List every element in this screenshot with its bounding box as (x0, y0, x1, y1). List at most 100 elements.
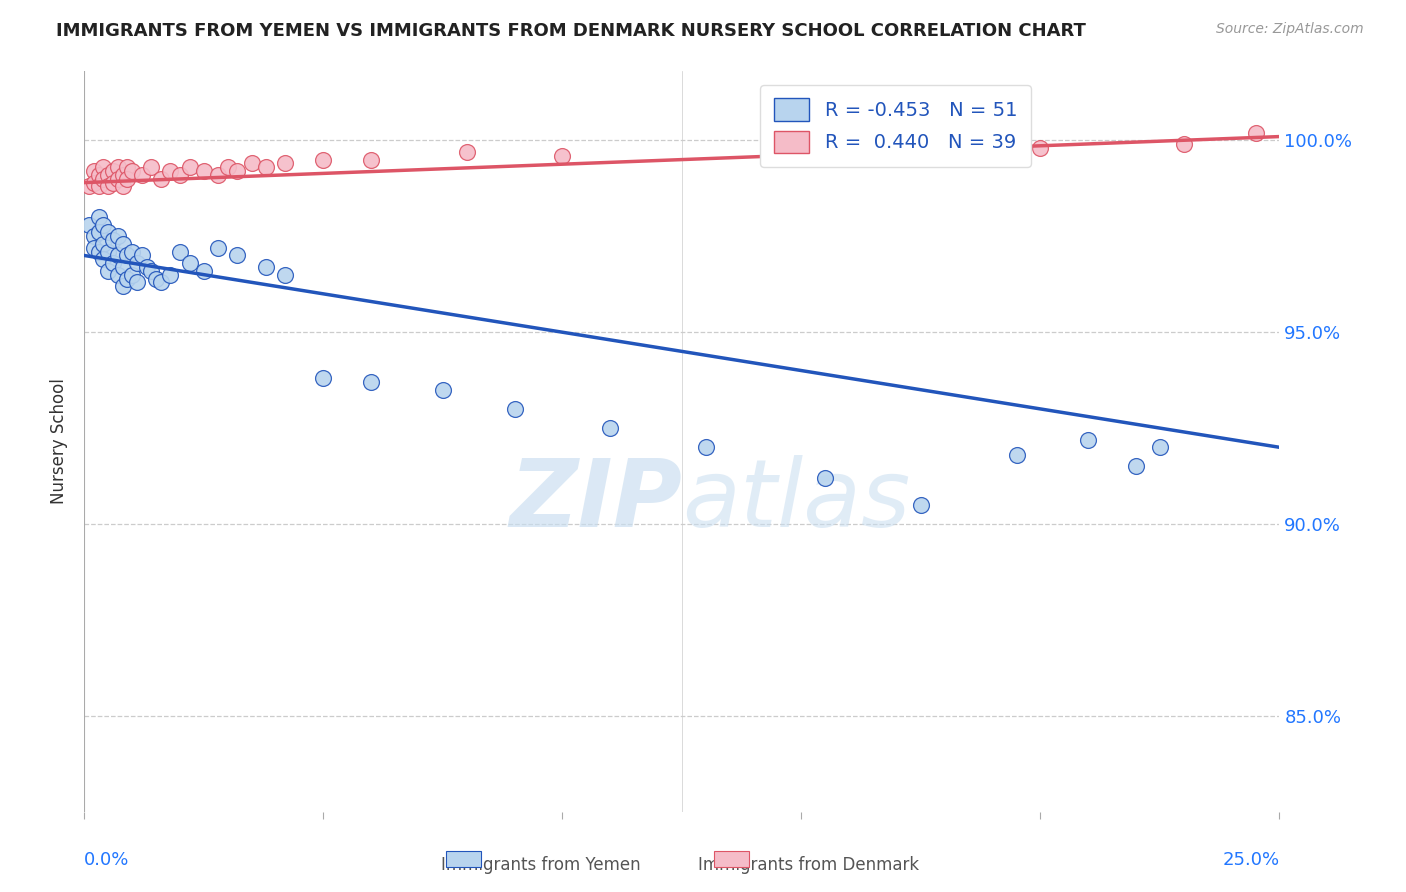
Point (125, 256, 148, 270)
Point (101, 176, 124, 190)
Point (93, 161, 115, 175)
Point (117, 248, 139, 262)
Point (1125, 459, 1147, 474)
Point (360, 153, 382, 167)
Text: ZIP: ZIP (509, 455, 682, 547)
Point (217, 161, 239, 175)
Point (97, 264, 120, 278)
Point (111, 179, 134, 194)
Point (551, 149, 574, 163)
Point (97, 244, 120, 259)
Point (254, 260, 277, 274)
Point (149, 171, 172, 186)
Point (1077, 433, 1099, 447)
Point (97, 226, 120, 240)
Point (117, 171, 139, 186)
Point (111, 260, 134, 274)
Point (93, 218, 115, 232)
Point (111, 279, 134, 293)
Text: 0.0%: 0.0% (84, 851, 129, 869)
Point (101, 256, 124, 270)
Point (117, 161, 139, 175)
Point (141, 264, 163, 278)
Point (1173, 137, 1195, 152)
Point (107, 248, 129, 262)
Point (141, 161, 163, 175)
Point (87, 168, 110, 182)
Point (179, 256, 201, 270)
Point (83, 176, 105, 190)
Point (77, 179, 100, 194)
Point (1029, 141, 1052, 155)
Point (274, 268, 297, 282)
Legend: R = -0.453   N = 51, R =  0.440   N = 39: R = -0.453 N = 51, R = 0.440 N = 39 (761, 85, 1031, 167)
Point (145, 271, 167, 285)
Text: Immigrants from Denmark: Immigrants from Denmark (697, 856, 920, 874)
Point (97, 179, 120, 194)
Y-axis label: Nursery School: Nursery School (51, 378, 69, 505)
Point (77, 218, 100, 232)
Point (121, 164, 143, 178)
Point (121, 268, 143, 282)
Point (179, 161, 201, 175)
Point (910, 498, 932, 512)
Point (599, 421, 621, 435)
Point (159, 268, 181, 282)
Point (93, 237, 115, 252)
Point (790, 145, 813, 159)
Point (111, 168, 134, 182)
Point (87, 210, 110, 224)
Point (87, 244, 110, 259)
Point (93, 171, 115, 186)
Point (107, 161, 129, 175)
Point (1244, 126, 1267, 140)
Point (226, 248, 249, 262)
Point (456, 145, 478, 159)
Point (226, 164, 249, 178)
Point (193, 164, 215, 178)
Point (169, 244, 191, 259)
Text: IMMIGRANTS FROM YEMEN VS IMMIGRANTS FROM DENMARK NURSERY SCHOOL CORRELATION CHAR: IMMIGRANTS FROM YEMEN VS IMMIGRANTS FROM… (56, 22, 1085, 40)
Point (149, 276, 172, 290)
Point (312, 371, 335, 385)
Point (1149, 440, 1171, 454)
Point (135, 260, 157, 274)
Point (360, 375, 382, 389)
Point (207, 241, 229, 255)
Text: Source: ZipAtlas.com: Source: ZipAtlas.com (1216, 22, 1364, 37)
Point (1005, 448, 1028, 462)
Point (207, 168, 229, 182)
Point (117, 271, 139, 285)
Point (101, 164, 124, 178)
Point (107, 229, 129, 244)
Point (131, 168, 153, 182)
Point (107, 268, 129, 282)
Point (111, 237, 134, 252)
Point (159, 164, 181, 178)
Point (169, 168, 191, 182)
Point (432, 383, 454, 397)
Point (97, 168, 120, 182)
Point (125, 276, 148, 290)
Point (503, 401, 526, 416)
Point (87, 226, 110, 240)
Point (83, 241, 105, 255)
Point (695, 440, 717, 454)
Point (83, 229, 105, 244)
Point (93, 252, 115, 267)
Point (274, 156, 297, 170)
Point (814, 471, 837, 485)
Text: atlas: atlas (682, 455, 910, 546)
Point (107, 171, 129, 186)
Point (121, 244, 143, 259)
Point (101, 233, 124, 247)
Point (240, 156, 263, 170)
Point (254, 161, 277, 175)
Point (312, 153, 335, 167)
Point (87, 179, 110, 194)
Text: Immigrants from Yemen: Immigrants from Yemen (441, 856, 641, 874)
Point (193, 264, 215, 278)
Point (131, 248, 153, 262)
Text: 25.0%: 25.0% (1222, 851, 1279, 869)
Point (83, 164, 105, 178)
